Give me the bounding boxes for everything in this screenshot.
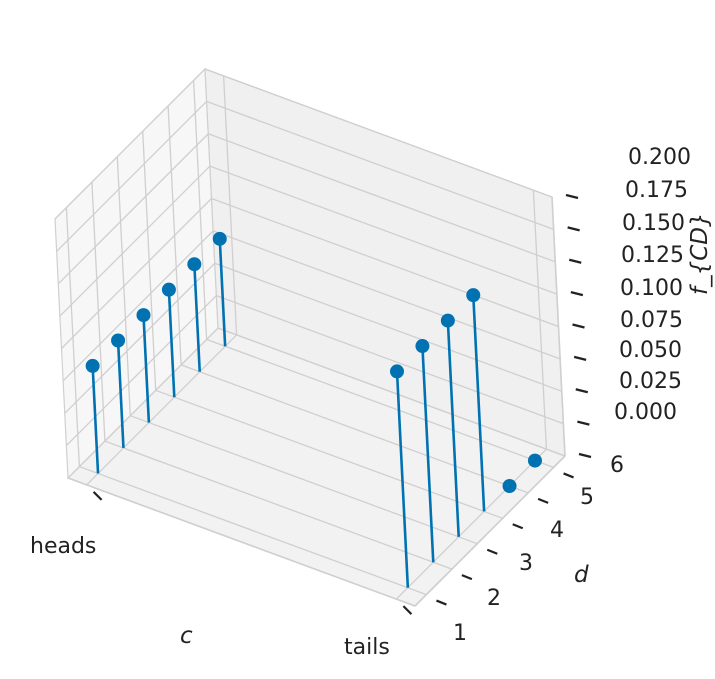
z-gridline-6 xyxy=(57,133,556,285)
z-tick-6 xyxy=(568,258,582,264)
marker-heads-1 xyxy=(85,358,100,373)
d-tick-3 xyxy=(486,548,498,555)
stem-tails-2 xyxy=(421,345,435,563)
x-tick-tails xyxy=(402,605,413,615)
z-axis-label: f_{CD} xyxy=(687,212,713,295)
z-gridline-8 xyxy=(54,68,553,220)
z-gridline-5 xyxy=(59,165,558,317)
z-gridline-2 xyxy=(64,262,563,414)
z-tick-label-0-175: 0.175 xyxy=(625,178,688,203)
tick-labels: heads tails 1 2 3 4 5 6 0.000 0.025 0.05… xyxy=(30,145,713,660)
d-gridline-3 xyxy=(142,131,503,519)
d-tick-2 xyxy=(461,574,473,581)
d-axis-line xyxy=(414,455,566,607)
z-tick-0 xyxy=(578,452,592,459)
x-axis-line xyxy=(67,477,416,607)
z-tick-5 xyxy=(570,291,584,297)
marker-tails-1 xyxy=(389,364,404,379)
marker-tails-5 xyxy=(502,479,517,494)
x-tick-label-tails: tails xyxy=(344,635,390,660)
y-tick-label-1: 1 xyxy=(453,621,467,646)
z-tick-label-0-125: 0.125 xyxy=(621,243,684,268)
stem-heads-3 xyxy=(142,315,151,423)
z-tick-label-0-100: 0.100 xyxy=(620,276,683,301)
stem-tails-1 xyxy=(395,371,410,588)
data-stems xyxy=(85,231,542,588)
d-tick-4 xyxy=(512,523,524,530)
stem-heads-4 xyxy=(167,289,176,398)
d-gridline-4 xyxy=(167,105,529,494)
z-gridline-1 xyxy=(65,294,564,447)
gridlines xyxy=(54,68,566,607)
y-tick-label-6: 6 xyxy=(610,453,624,478)
z-tick-2 xyxy=(575,388,589,394)
marker-heads-6 xyxy=(212,231,227,246)
d-gridline-2 xyxy=(116,156,478,545)
d-gridline-5 xyxy=(192,80,554,469)
marker-heads-3 xyxy=(136,308,151,323)
marker-heads-4 xyxy=(161,282,176,297)
stem-heads-6 xyxy=(218,238,227,347)
marker-tails-3 xyxy=(440,313,455,328)
z-tick-label-0-000: 0.000 xyxy=(614,400,677,425)
z-tick-1 xyxy=(577,420,590,426)
stem-tails-3 xyxy=(446,320,460,537)
y-tick-label-3: 3 xyxy=(519,551,533,576)
z-tick-7 xyxy=(567,226,580,232)
stem-heads-2 xyxy=(116,340,125,449)
marker-tails-2 xyxy=(415,339,430,354)
z-tick-label-0-025: 0.025 xyxy=(619,369,682,394)
y-tick-label-4: 4 xyxy=(550,518,564,543)
z-tick-label-0-200: 0.200 xyxy=(628,145,691,170)
y-axis-label: d xyxy=(574,562,589,588)
stem-heads-5 xyxy=(193,264,202,372)
z-tick-8 xyxy=(565,193,579,200)
x-axis-label: c xyxy=(180,623,193,649)
x-gridline-tails xyxy=(395,190,548,600)
z-tick-4 xyxy=(572,323,585,329)
z-gridline-4 xyxy=(61,197,559,349)
z-axis-line xyxy=(551,196,566,457)
x-tick-label-heads: heads xyxy=(30,534,96,559)
d-tick-6 xyxy=(563,472,574,479)
marker-tails-4 xyxy=(466,288,481,303)
y-tick-label-5: 5 xyxy=(580,485,594,510)
y-tick-label-2: 2 xyxy=(487,586,501,611)
stem-tails-4 xyxy=(471,295,486,512)
d-gridline-1 xyxy=(91,182,453,570)
axes-panes xyxy=(54,67,567,607)
marker-heads-2 xyxy=(111,333,126,348)
marker-heads-5 xyxy=(187,257,202,272)
z-tick-label-0-075: 0.075 xyxy=(620,308,683,333)
x-tick-heads xyxy=(92,491,103,501)
tick-marks xyxy=(92,193,592,615)
d-tick-1 xyxy=(436,599,447,606)
marker-tails-6 xyxy=(527,453,542,468)
z-tick-label-0-150: 0.150 xyxy=(622,211,685,236)
d-gridline-0 xyxy=(65,207,427,596)
d-tick-5 xyxy=(537,497,549,504)
stem-heads-1 xyxy=(91,365,100,474)
z-tick-label-0-050: 0.050 xyxy=(619,338,682,363)
z-tick-3 xyxy=(573,355,587,361)
z-gridline-0 xyxy=(67,327,566,479)
z-gridline-7 xyxy=(56,100,554,252)
x-gridline-heads xyxy=(86,75,238,486)
